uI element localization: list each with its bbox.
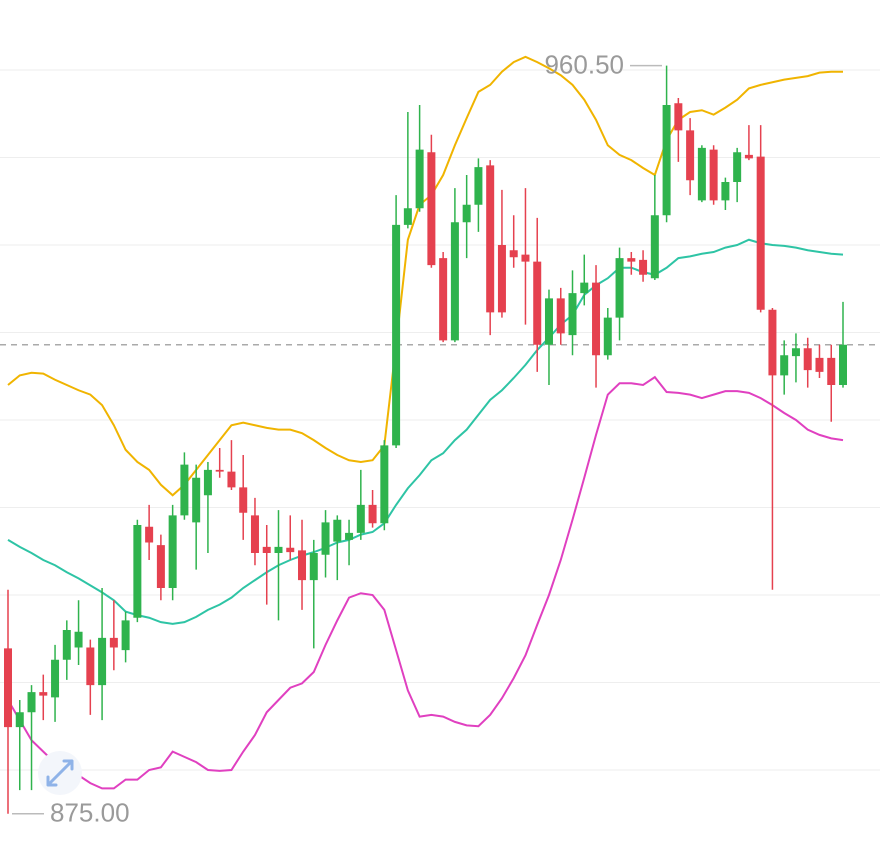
candle-body — [768, 309, 777, 376]
candle-body — [239, 487, 248, 513]
candle-body — [62, 630, 71, 660]
candle-body — [215, 469, 224, 472]
candle-body — [145, 526, 154, 543]
band-line — [7, 238, 844, 625]
candle-body — [756, 156, 765, 310]
candle-body — [803, 348, 812, 371]
candle-body — [192, 477, 201, 523]
candle-body — [839, 344, 847, 385]
candle-body — [133, 525, 142, 618]
expand-icon[interactable] — [38, 751, 82, 795]
candle-body — [51, 659, 60, 698]
expand-icon-arrows — [46, 759, 74, 787]
candle-body — [568, 293, 577, 336]
candle-body — [815, 357, 824, 372]
candle-body — [227, 471, 236, 488]
candle-body — [474, 167, 483, 205]
candle-body — [27, 692, 36, 713]
candle-body — [533, 261, 542, 345]
candle-body — [74, 631, 83, 648]
candle-body — [462, 204, 471, 223]
min-label: 875.00 — [50, 798, 130, 828]
band-line — [7, 55, 843, 497]
candle-body — [415, 149, 424, 209]
candle-body — [827, 357, 836, 385]
candle-body — [615, 258, 624, 318]
candle-body — [356, 504, 365, 533]
candle-body — [639, 259, 648, 275]
candle-body — [109, 637, 118, 648]
candle-body — [380, 445, 389, 524]
candle-body — [368, 504, 377, 524]
candle-body — [4, 648, 12, 728]
candle-body — [286, 547, 295, 553]
candle-body — [509, 250, 518, 258]
candle-body — [439, 258, 448, 341]
candle-body — [333, 519, 342, 542]
candle-body — [497, 245, 506, 313]
candle-body — [321, 522, 330, 555]
candle-body — [450, 222, 459, 341]
band-line — [7, 375, 844, 790]
candle-body — [39, 692, 48, 696]
candle-body — [556, 298, 565, 334]
candle-body — [86, 647, 95, 686]
candle-body — [427, 152, 436, 266]
candle-body — [298, 550, 307, 581]
candle-body — [721, 182, 730, 201]
candle-body — [250, 515, 259, 553]
candle-body — [674, 103, 683, 131]
candle-body — [544, 298, 553, 345]
candle-body — [180, 464, 189, 516]
candle-body — [580, 282, 589, 294]
candle-body — [98, 637, 107, 686]
candle-body — [791, 348, 800, 357]
candle-body — [733, 152, 742, 182]
candle-body — [156, 545, 165, 588]
candle-body — [203, 469, 212, 496]
candle-body — [697, 147, 706, 201]
candle-body — [662, 105, 671, 216]
candle-body — [686, 130, 695, 181]
candle-body — [521, 254, 530, 262]
candle-body — [392, 224, 401, 446]
candle-body — [274, 546, 283, 553]
candle-body — [744, 154, 753, 159]
candle-body — [168, 515, 177, 588]
candle-body — [262, 546, 271, 553]
max-label: 960.50 — [544, 50, 624, 80]
candle-body — [309, 553, 318, 581]
candle-body — [15, 712, 24, 728]
candle-body — [403, 208, 412, 225]
candle-body — [592, 282, 601, 356]
candle-body — [709, 149, 718, 201]
candle-body — [121, 620, 130, 651]
candle-body — [486, 165, 495, 313]
candle-body — [780, 355, 789, 376]
candle-body — [345, 532, 354, 540]
candle-body — [603, 317, 612, 356]
candle-body — [650, 215, 659, 279]
candle-body — [627, 258, 636, 262]
